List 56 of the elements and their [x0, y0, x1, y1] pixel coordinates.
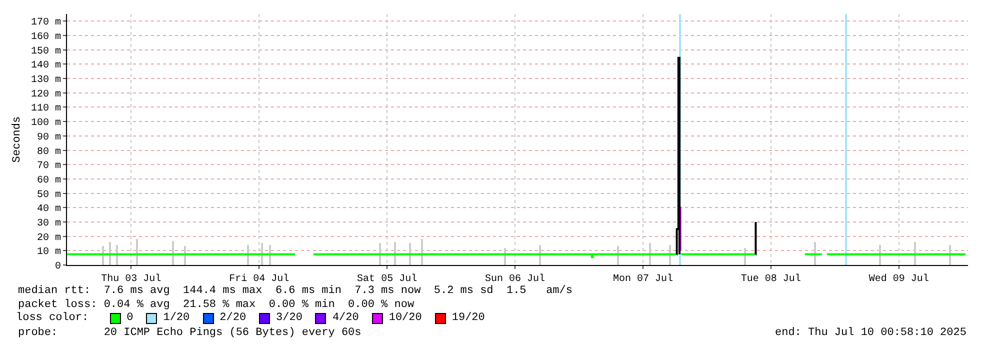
y-tick-label: 170 m — [30, 18, 61, 29]
y-tick-label: 120 m — [30, 89, 61, 100]
bar — [539, 245, 541, 265]
legend-title: loss color: — [16, 312, 89, 324]
bar — [109, 242, 111, 265]
y-tick-label: 20 m — [36, 232, 61, 244]
y-axis-title: Seconds — [12, 116, 24, 163]
bar — [136, 239, 138, 265]
bar — [845, 14, 847, 265]
x-tick-label: Wed 09 Jul — [868, 273, 929, 285]
bar — [269, 245, 271, 265]
legend-label: 0 — [126, 312, 134, 324]
y-tick-label: 80 m — [36, 146, 61, 158]
y-tick-label: 150 m — [30, 46, 61, 58]
y-tick-label: 50 m — [36, 190, 61, 201]
bar — [879, 245, 881, 265]
y-tick-label: 30 m — [36, 218, 61, 230]
x-tick-label: Fri 04 Jul — [229, 273, 290, 285]
y-tick-label: 110 m — [30, 104, 61, 115]
y-tick-label: 60 m — [36, 175, 61, 186]
bar — [949, 245, 951, 265]
legend-label: 4/20 — [332, 312, 359, 324]
legend-label: 3/20 — [276, 312, 302, 324]
legend-label: 10/20 — [388, 312, 422, 324]
legend-label: 19/20 — [452, 312, 485, 324]
y-tick-label: 70 m — [36, 161, 61, 172]
y-tick-label: 130 m — [30, 75, 61, 86]
y-tick-label: 160 m — [30, 32, 61, 44]
legend-label: 2/20 — [220, 312, 246, 324]
y-tick-label: 140 m — [30, 60, 61, 72]
y-tick-label: 90 m — [36, 132, 61, 144]
x-tick-label: Sat 05 Jul — [357, 273, 418, 285]
y-tick-label: 100 m — [30, 118, 61, 130]
bar — [116, 245, 118, 265]
legend-label: 1/20 — [163, 312, 190, 324]
bar — [172, 241, 174, 265]
bar — [247, 245, 249, 265]
x-tick-label: Mon 07 Jul — [612, 273, 673, 285]
bar — [379, 243, 381, 265]
y-tick-label: 40 m — [36, 204, 61, 216]
bar — [421, 239, 423, 265]
x-tick-label: Sun 06 Jul — [485, 273, 546, 285]
x-tick-label: Tue 08 Jul — [740, 273, 801, 285]
bar — [914, 242, 916, 265]
bar — [814, 242, 816, 265]
x-tick-label: Thu 03 Jul — [101, 273, 162, 285]
bar — [409, 243, 411, 265]
bar — [394, 242, 396, 265]
text: packet loss: 0.04 % avg 21.58 % max 0.00 % min 0.00 % now — [18, 299, 414, 311]
text: end: Thu Jul 10 00:58:10 2025 — [775, 327, 966, 339]
text: median rtt: 7.6 ms avg 144.4 ms max 6.6 ms min 7.3 ms now 5.2 ms sd 1.5 am/s — [18, 285, 572, 297]
text: probe: 20 ICMP Echo Pings (56 Bytes) every 60s — [18, 327, 362, 339]
y-tick-label: 0 — [54, 262, 61, 272]
bar — [669, 245, 671, 265]
bar — [649, 243, 651, 265]
y-tick-label: 10 m — [36, 247, 61, 258]
